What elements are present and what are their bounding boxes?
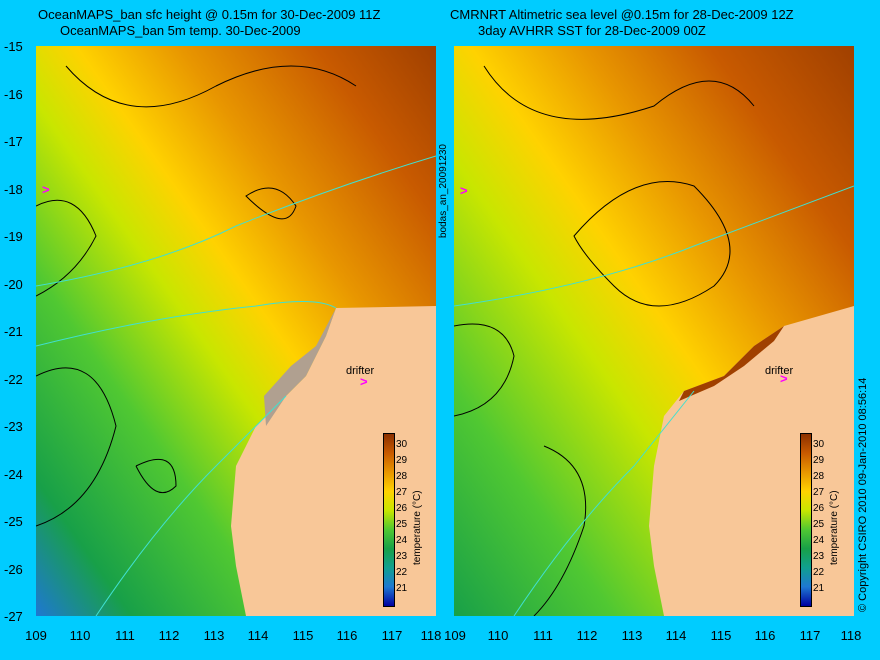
y-tick: -24 — [4, 467, 23, 482]
x-tick: 114 — [247, 628, 269, 643]
colorbar-tick: 26 — [813, 503, 825, 514]
shelf-grey — [264, 308, 336, 426]
ssh-contour — [36, 367, 117, 527]
x-tick: 118 — [420, 628, 442, 643]
colorbar-tick: 28 — [813, 471, 825, 482]
x-tick: 117 — [799, 628, 821, 643]
right-sst-field — [454, 46, 854, 616]
run-id-label: bodas_an_20091230 — [438, 144, 449, 238]
isobath-line — [454, 185, 854, 307]
colorbar — [383, 433, 395, 607]
colorbar-tick: 28 — [396, 471, 408, 482]
colorbar-tick: 24 — [813, 535, 825, 546]
right-title-line2: 3day AVHRR SST for 28-Dec-2009 00Z — [478, 23, 706, 38]
drifter-label: drifter — [765, 365, 794, 377]
isobath-line — [36, 301, 337, 347]
left-title-line2: OceanMAPS_ban 5m temp. 30-Dec-2009 — [60, 23, 301, 38]
x-tick: 109 — [25, 628, 47, 643]
drifter-arrow-icon: > — [360, 374, 368, 389]
colorbar-tick: 21 — [396, 583, 408, 594]
y-tick: -21 — [4, 324, 23, 339]
x-tick: 111 — [533, 628, 553, 643]
x-tick: 112 — [158, 628, 180, 643]
ssh-contour — [65, 65, 357, 108]
colorbar-tick: 29 — [813, 455, 825, 466]
y-tick: -25 — [4, 514, 23, 529]
ssh-contour — [533, 445, 587, 616]
y-tick: -16 — [4, 87, 23, 102]
colorbar — [800, 433, 812, 607]
colorbar-tick: 23 — [813, 551, 825, 562]
drifter-label: drifter — [346, 365, 375, 377]
x-tick: 115 — [710, 628, 732, 643]
y-tick: -18 — [4, 182, 23, 197]
x-tick: 111 — [115, 628, 135, 643]
colorbar-tick: 25 — [813, 519, 825, 530]
y-tick: -26 — [4, 562, 23, 577]
drifter-arrow-icon: > — [460, 183, 468, 198]
colorbar-tick: 24 — [396, 535, 408, 546]
x-tick: 116 — [754, 628, 776, 643]
x-tick: 112 — [576, 628, 598, 643]
y-tick: -22 — [4, 372, 23, 387]
x-tick: 113 — [203, 628, 225, 643]
drifter-arrow-icon: > — [780, 371, 788, 386]
y-tick: -23 — [4, 419, 23, 434]
isobath-line — [95, 395, 287, 616]
left-map-panel — [36, 46, 436, 616]
y-tick: -19 — [4, 229, 23, 244]
x-tick: 116 — [336, 628, 358, 643]
x-tick: 114 — [665, 628, 687, 643]
colorbar-tick: 30 — [813, 439, 825, 450]
ssh-contour — [483, 65, 755, 120]
drifter-arrow-icon: > — [42, 182, 50, 197]
left-sst-field — [36, 46, 436, 616]
y-tick: -27 — [4, 609, 23, 624]
x-tick: 115 — [292, 628, 314, 643]
colorbar-tick: 21 — [813, 583, 825, 594]
colorbar-tick: 25 — [396, 519, 408, 530]
y-tick: -15 — [4, 39, 23, 54]
coastal-warm-band — [679, 326, 784, 401]
isobath-line — [36, 155, 436, 287]
x-tick: 118 — [840, 628, 862, 643]
colorbar-tick: 22 — [813, 567, 825, 578]
x-tick: 110 — [487, 628, 509, 643]
colorbar-tick: 27 — [813, 487, 825, 498]
x-tick: 117 — [381, 628, 403, 643]
x-tick: 109 — [444, 628, 466, 643]
colorbar-tick: 26 — [396, 503, 408, 514]
colorbar-tick: 27 — [396, 487, 408, 498]
x-tick: 110 — [69, 628, 91, 643]
colorbar-tick: 29 — [396, 455, 408, 466]
y-tick: -17 — [4, 134, 23, 149]
colorbar-tick: 22 — [396, 567, 408, 578]
colorbar-tick: 30 — [396, 439, 408, 450]
colorbar-title: temperature (°C) — [412, 490, 423, 565]
copyright-text: © Copyright CSIRO 2010 09-Jan-2010 08:56… — [857, 377, 869, 612]
y-tick: -20 — [4, 277, 23, 292]
ssh-contour — [573, 181, 731, 307]
x-tick: 113 — [621, 628, 643, 643]
isobath-line — [513, 390, 695, 616]
right-title-line1: CMRNRT Altimetric sea level @0.15m for 2… — [450, 7, 794, 22]
left-title-line1: OceanMAPS_ban sfc height @ 0.15m for 30-… — [38, 7, 381, 22]
colorbar-tick: 23 — [396, 551, 408, 562]
ssh-contour — [454, 323, 515, 417]
right-map-panel — [454, 46, 854, 616]
colorbar-title: temperature (°C) — [829, 490, 840, 565]
ssh-contour — [135, 458, 177, 494]
